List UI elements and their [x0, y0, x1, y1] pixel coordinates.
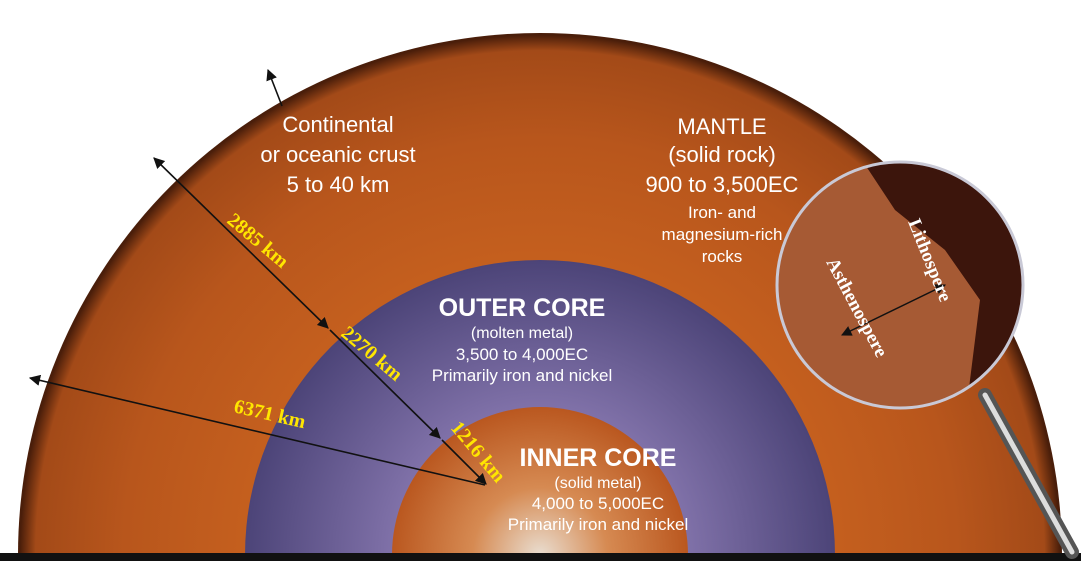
crust-text: 5 to 40 km — [287, 172, 390, 197]
mantle-text: 900 to 3,500EC — [646, 172, 799, 197]
outer-core-title: OUTER CORE — [439, 294, 606, 322]
earth-diagram: Continental or oceanic crust 5 to 40 km … — [0, 0, 1081, 561]
mantle-title: MANTLE — [677, 114, 766, 139]
crust-pointer — [268, 70, 282, 106]
inner-core-text: Primarily iron and nickel — [508, 515, 688, 534]
mantle-text: magnesium-rich — [662, 225, 783, 244]
outer-core-text: (molten metal) — [471, 325, 573, 342]
outer-core-text: 3,500 to 4,000EC — [456, 345, 588, 364]
crust-text: or oceanic crust — [260, 142, 415, 167]
inner-core-text: 4,000 to 5,000EC — [532, 494, 664, 513]
inner-core-text: (solid metal) — [554, 475, 641, 492]
inner-core-title: INNER CORE — [520, 444, 677, 472]
base-strip — [0, 553, 1081, 561]
mantle-text: (solid rock) — [668, 142, 776, 167]
outer-core-text: Primarily iron and nickel — [432, 366, 612, 385]
crust-text: Continental — [282, 112, 393, 137]
mantle-text: rocks — [702, 247, 743, 266]
mantle-text: Iron- and — [688, 203, 756, 222]
